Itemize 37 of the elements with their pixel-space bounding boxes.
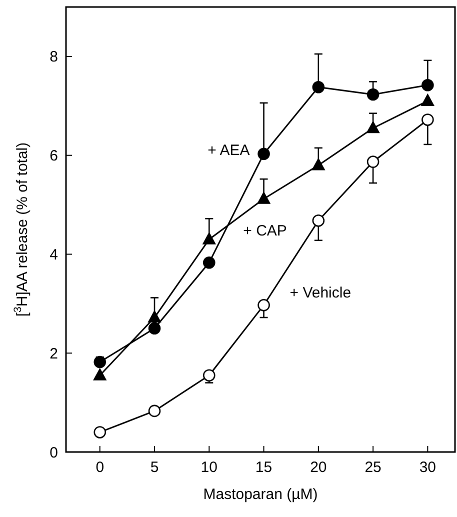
point [312,80,325,94]
x-tick-label: 25 [364,459,382,476]
y-tick-label: 0 [50,444,58,462]
point [312,214,325,227]
point [202,256,216,269]
y-tick-label: 2 [50,345,58,362]
point [366,88,380,101]
series-label: + CAP [243,222,287,240]
point [258,299,270,312]
y-tick-label: 8 [50,48,58,66]
point [421,94,434,106]
x-tick-label: 5 [150,459,159,476]
point [366,156,380,168]
x-tick-label: 15 [255,459,272,476]
x-tick-label: 0 [96,459,104,476]
x-tick-label: 10 [200,459,218,476]
point [422,78,434,92]
point [257,192,270,204]
point [94,356,106,368]
point [202,369,216,382]
point [366,121,380,134]
point [422,114,434,126]
series-label: + Vehicle [290,284,352,302]
x-axis-title: Mastoparan (µM) [203,486,318,503]
point [148,310,162,323]
point [258,148,270,160]
point [148,404,161,418]
point [202,232,216,244]
series-label: + AEA [208,142,250,160]
point [312,158,325,170]
y-tick-label: 6 [50,148,58,165]
point [93,368,106,380]
point [94,426,106,438]
y-tick-label: 4 [50,246,58,264]
x-tick-label: 20 [310,459,327,476]
point [148,322,161,335]
x-tick-label: 30 [419,459,436,476]
